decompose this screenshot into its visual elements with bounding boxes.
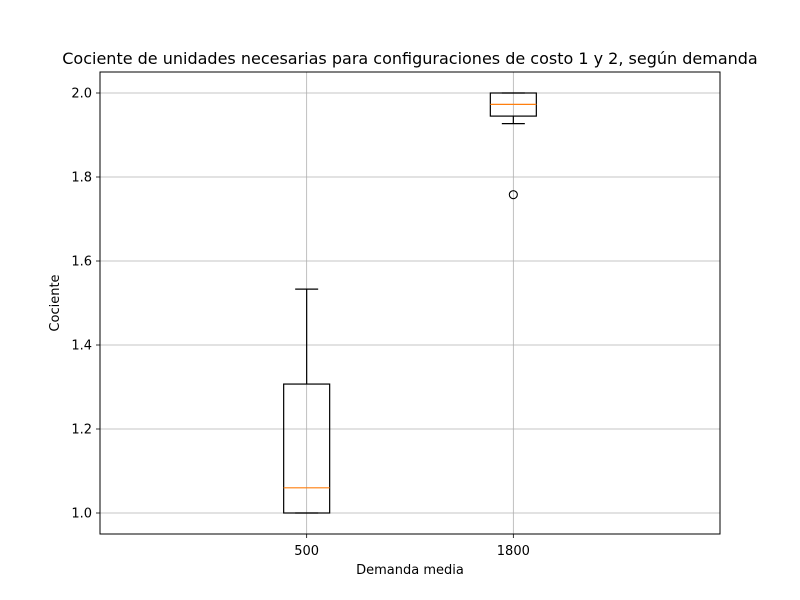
box-iqr (283, 383, 331, 514)
chart-title: Cociente de unidades necesarias para con… (62, 49, 757, 68)
y-tick-label: 1.2 (71, 423, 92, 438)
y-tick-label: 1.6 (71, 255, 92, 270)
y-axis-label: Cociente (48, 274, 63, 331)
x-tick-label: 500 (294, 544, 319, 559)
box-layer (283, 92, 537, 514)
outlier-point (508, 190, 518, 200)
grid-layer (100, 72, 720, 534)
y-tick-label: 1.8 (71, 171, 92, 186)
y-tick-label: 1.4 (71, 339, 92, 354)
y-tick-label: 2.0 (71, 87, 92, 102)
tick-layer: 1.0 1.2 1.4 1.6 1.8 2.0 500 1800 (71, 87, 530, 560)
x-tick-label: 1800 (497, 544, 530, 559)
y-tick-label: 1.0 (71, 507, 92, 522)
x-axis-label: Demanda media (356, 563, 464, 578)
plot-frame (99, 71, 721, 535)
box-group-500 (283, 288, 331, 514)
box-group-1800 (489, 92, 537, 200)
